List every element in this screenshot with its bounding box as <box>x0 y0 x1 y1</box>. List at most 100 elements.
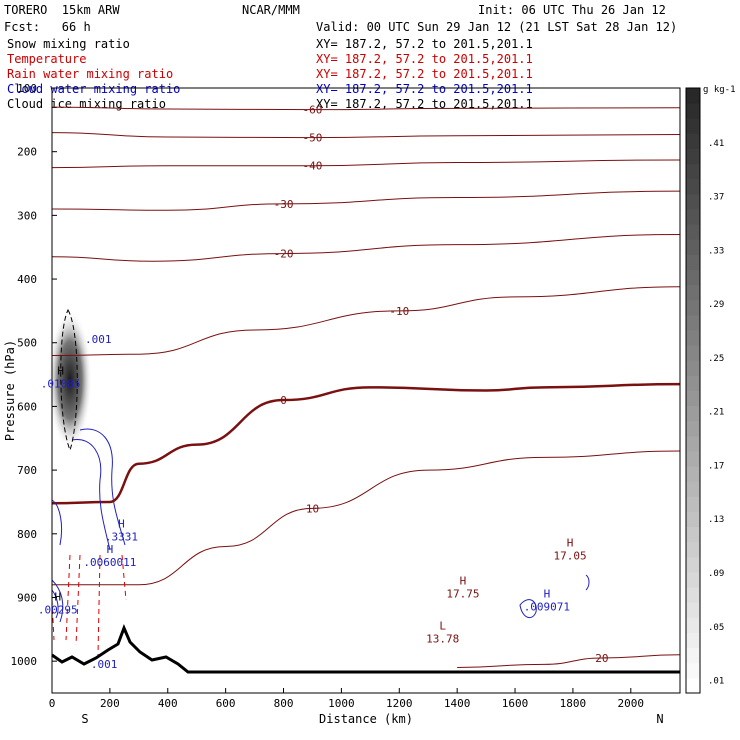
colorbar-step <box>686 587 700 603</box>
y-tick-label: 200 <box>17 146 37 159</box>
annotation-marker: H <box>544 587 551 600</box>
colorbar-step <box>686 511 700 528</box>
annotation-value: .01085 <box>41 378 81 391</box>
colorbar-step <box>686 284 700 301</box>
temperature-contour-m60 <box>51 106 681 111</box>
colorbar-step <box>686 118 700 134</box>
colorbar-step <box>686 526 700 543</box>
colorbar-tick-label: .13 <box>708 515 724 525</box>
y-tick-label: 300 <box>17 209 37 222</box>
annotation-value: .001 <box>85 333 112 346</box>
temperature-label-20: 20 <box>595 652 608 665</box>
field-temp-name: Temperature <box>7 52 87 66</box>
colorbar-step <box>686 647 700 664</box>
x-tick-label: 200 <box>100 697 120 710</box>
annotation-marker: H <box>54 591 61 604</box>
x-tick-label: 1400 <box>444 697 471 710</box>
colorbar-step <box>686 466 700 482</box>
x-tick-label: 600 <box>216 697 236 710</box>
annotation-marker: H <box>460 575 467 588</box>
temperature-contour-10 <box>51 450 681 586</box>
colorbar-step <box>686 541 700 558</box>
temperature-label-m10: -10 <box>389 305 409 318</box>
y-tick-label: 1000 <box>11 655 38 668</box>
temperature-contour-m30 <box>51 190 681 211</box>
plot-frame <box>51 87 681 694</box>
colorbar-step <box>686 209 700 225</box>
x-tick-label: 0 <box>49 697 56 710</box>
fcst-label: Fcst: 66 h <box>4 20 91 34</box>
annotation-value: 17.75 <box>446 588 479 601</box>
colorbar-step <box>686 148 700 165</box>
colorbar-step <box>686 451 700 467</box>
annotation-value: .00295 <box>38 604 78 617</box>
colorbar-step <box>686 496 700 512</box>
colorbar-tick-label: .21 <box>708 408 724 418</box>
colorbar-tick-label: .29 <box>708 300 724 310</box>
colorbar-tick-label: .01 <box>708 677 724 687</box>
colorbar-step <box>686 314 700 331</box>
annotation-value: 13.78 <box>426 632 459 645</box>
y-tick-label: 500 <box>17 337 37 350</box>
colorbar-step <box>686 360 700 376</box>
snow-mixing-ratio-contour <box>60 308 78 452</box>
field-snow-xy: XY= 187.2, 57.2 to 201.5,201.1 <box>316 37 533 51</box>
colorbar-step <box>686 299 700 316</box>
temperature-label-m40: -40 <box>303 160 323 173</box>
y-tick-label: 900 <box>17 591 37 604</box>
field-snow-name: Snow mixing ratio <box>7 37 130 51</box>
colorbar-step <box>686 178 700 195</box>
field-rain-name: Rain water mixing ratio <box>7 67 174 81</box>
colorbar-step <box>686 345 700 361</box>
annotation-value: .001 <box>91 658 118 671</box>
x-tick-label: 1200 <box>386 697 413 710</box>
temperature-label-m20: -20 <box>274 248 294 261</box>
colorbar-step <box>686 556 700 573</box>
temperature-contour-20 <box>457 654 681 669</box>
init-label: Init: 06 UTC Thu 26 Jan 12 <box>478 3 666 17</box>
x-tick-label: 1000 <box>328 697 355 710</box>
cloud-water-contours <box>51 428 590 623</box>
colorbar-step <box>686 133 700 149</box>
colorbar-step <box>686 88 700 104</box>
colorbar-step <box>686 103 700 119</box>
y-tick-label: 100 <box>17 82 37 95</box>
temperature-label-m50: -50 <box>303 132 323 145</box>
annotation-value: .0060011 <box>83 556 136 569</box>
valid-label: Valid: 00 UTC Sun 29 Jan 12 (21 LST Sat … <box>316 20 678 34</box>
temperature-contour-m10 <box>51 286 681 356</box>
field-cloudice-xy: XY= 187.2, 57.2 to 201.5,201.1 <box>316 97 533 111</box>
temperature-contour-m40 <box>51 159 681 169</box>
colorbar-step <box>686 677 700 694</box>
annotation-value: .009071 <box>524 600 570 613</box>
colorbar-step <box>686 572 700 588</box>
colorbar-step <box>686 163 700 180</box>
y-tick-label: 600 <box>17 400 37 413</box>
temperature-label-10: 10 <box>306 502 319 515</box>
end-label-right: N <box>656 712 663 726</box>
annotation-marker: H <box>567 537 574 550</box>
x-tick-label: 1800 <box>560 697 587 710</box>
annotation-value: 17.05 <box>553 550 586 563</box>
colorbar-step <box>686 662 700 679</box>
colorbar-step <box>686 375 700 391</box>
colorbar-step <box>686 632 700 649</box>
y-tick-label: 400 <box>17 273 37 286</box>
field-cloudwater-xy: XY= 187.2, 57.2 to 201.5,201.1 <box>316 82 533 96</box>
x-axis-label: Distance (km) <box>319 712 413 726</box>
temperature-label-m60: -60 <box>303 104 323 117</box>
rain-mixing-ratio-contours <box>51 554 127 656</box>
snow-mixing-ratio-shading <box>48 310 92 450</box>
annotation-marker: L <box>439 619 446 632</box>
colorbar-step <box>686 224 700 240</box>
temperature-label-m30: -30 <box>274 198 294 211</box>
org-label: NCAR/MMM <box>242 3 300 17</box>
y-tick-label: 800 <box>17 528 37 541</box>
x-tick-label: 2000 <box>618 697 645 710</box>
colorbar-step <box>686 390 700 407</box>
colorbar-step <box>686 602 700 618</box>
colorbar-unit: g kg-1 <box>703 85 736 95</box>
colorbar-tick-label: .17 <box>708 461 724 471</box>
colorbar-step <box>686 254 700 270</box>
